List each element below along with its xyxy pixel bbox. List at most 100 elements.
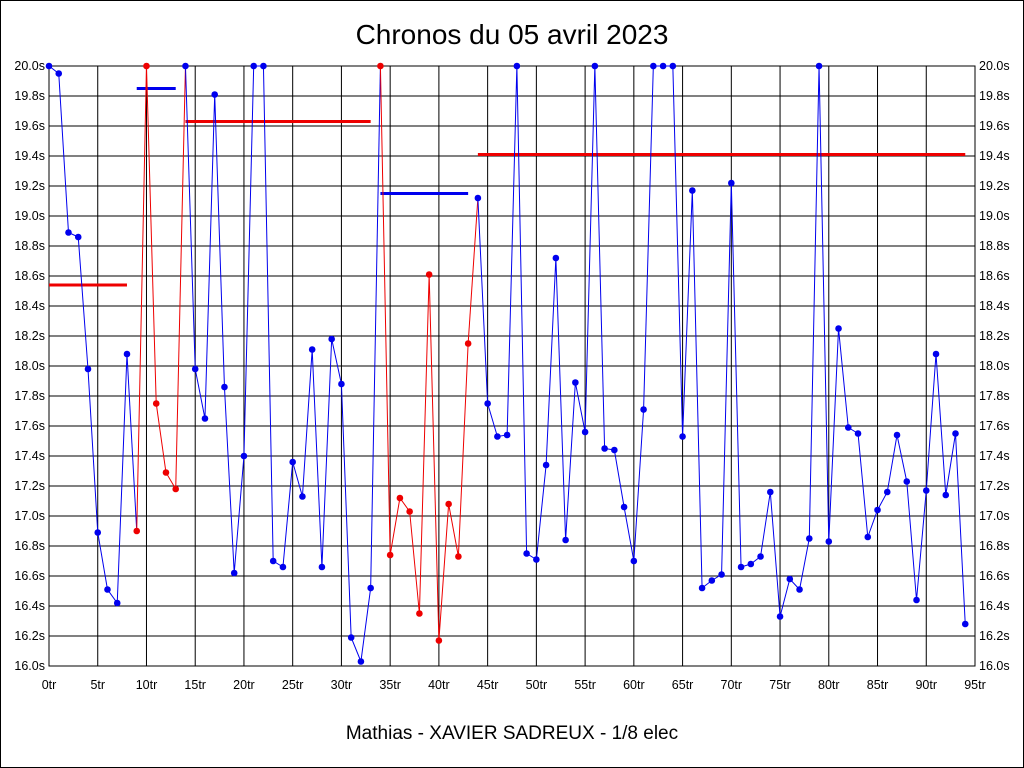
data-point	[581, 428, 589, 436]
data-point	[708, 577, 716, 584]
data-point	[435, 637, 443, 644]
y-tick-label-right: 17.0s	[979, 509, 1010, 523]
data-point	[893, 431, 901, 439]
data-point	[825, 538, 833, 545]
data-point	[913, 596, 920, 604]
y-tick-label-left: 18.2s	[14, 329, 45, 343]
data-point	[269, 557, 277, 565]
data-point	[572, 379, 579, 386]
x-tick-label: 35tr	[379, 678, 401, 692]
data-point	[767, 488, 774, 496]
data-point	[503, 431, 511, 439]
data-point	[377, 62, 384, 70]
x-tick-label: 40tr	[428, 678, 450, 692]
x-axis-label: Mathias - XAVIER SADREUX - 1/8 elec	[346, 723, 678, 744]
x-tick-label: 45tr	[477, 678, 499, 692]
data-point	[260, 62, 267, 70]
data-point	[201, 415, 209, 422]
tick-labels: 20.0s 20.0s 19.8s 19.8s 19.6s 19.6s 19.4s 19.4s…	[14, 59, 1009, 692]
data-point	[94, 529, 102, 536]
x-tick-label: 90tr	[915, 678, 937, 692]
data-point	[932, 350, 940, 358]
data-point	[425, 271, 433, 278]
data-point	[650, 62, 657, 70]
y-tick-label-right: 16.4s	[979, 599, 1010, 613]
y-tick-label-left: 17.0s	[14, 509, 45, 523]
y-tick-label-right: 17.6s	[979, 419, 1010, 433]
x-tick-label: 50tr	[526, 678, 548, 692]
y-tick-label-left: 18.8s	[14, 239, 45, 253]
data-point	[338, 380, 345, 388]
data-point	[328, 335, 335, 343]
plot-border	[48, 65, 976, 667]
data-point	[474, 194, 482, 202]
data-point	[386, 551, 394, 559]
series-connector	[370, 65, 381, 589]
series-line-blue	[48, 65, 128, 605]
data-point	[942, 491, 950, 499]
y-tick-label-right: 18.2s	[979, 329, 1010, 343]
data-point	[152, 400, 160, 407]
data-point	[796, 586, 803, 593]
x-tick-label: 25tr	[282, 678, 304, 692]
x-tick-label: 85tr	[867, 678, 889, 692]
chart-title: Chronos du 05 avril 2023	[356, 19, 669, 50]
data-point	[689, 187, 696, 194]
series-line-red	[136, 65, 177, 532]
data-point	[299, 493, 306, 500]
y-tick-label-right: 19.6s	[979, 119, 1010, 133]
series-connector	[126, 353, 138, 532]
y-tick-label-left: 16.6s	[14, 569, 45, 583]
data-point	[396, 494, 404, 502]
data-point	[757, 553, 764, 560]
data-point	[84, 365, 92, 373]
y-tick-label-left: 16.2s	[14, 629, 45, 643]
data-point	[464, 340, 472, 347]
data-point	[484, 400, 491, 407]
data-point	[182, 62, 189, 70]
data-point	[250, 62, 257, 70]
x-tick-label: 15tr	[184, 678, 206, 692]
data-point	[952, 430, 959, 437]
y-tick-label-left: 19.4s	[14, 149, 45, 163]
data-point	[318, 563, 326, 571]
data-point	[864, 533, 872, 541]
y-tick-label-left: 19.8s	[14, 89, 45, 103]
data-point	[221, 383, 228, 391]
data-point	[308, 346, 316, 353]
data-point	[630, 557, 638, 565]
data-point	[776, 613, 784, 620]
y-tick-label-right: 19.4s	[979, 149, 1010, 163]
data-point	[133, 527, 141, 535]
y-tick-label-left: 16.8s	[14, 539, 45, 553]
data-point	[611, 446, 618, 454]
x-tick-label: 55tr	[574, 678, 596, 692]
y-tick-label-left: 19.2s	[14, 179, 45, 193]
data-point	[55, 70, 63, 77]
y-tick-label-right: 20.0s	[979, 59, 1010, 73]
y-tick-label-left: 20.0s	[14, 59, 45, 73]
y-tick-label-right: 17.8s	[979, 389, 1010, 403]
x-tick-label: 95tr	[964, 678, 986, 692]
data-point	[74, 233, 82, 241]
x-tick-label: 75tr	[769, 678, 791, 692]
data-point	[357, 658, 365, 665]
x-tick-label: 80tr	[818, 678, 840, 692]
y-tick-label-right: 18.6s	[979, 269, 1010, 283]
y-tick-label-right: 16.2s	[979, 629, 1010, 643]
data-point	[815, 62, 823, 70]
data-point	[591, 62, 599, 70]
data-point	[659, 62, 667, 70]
data-point	[416, 610, 423, 617]
y-tick-label-right: 17.2s	[979, 479, 1010, 493]
data-point	[367, 584, 374, 592]
data-point	[123, 350, 131, 358]
data-point	[191, 365, 199, 373]
x-tick-label: 20tr	[233, 678, 255, 692]
y-tick-label-right: 18.0s	[979, 359, 1010, 373]
data-point	[718, 571, 725, 578]
x-tick-label: 0tr	[42, 678, 57, 692]
y-tick-label-left: 18.4s	[14, 299, 45, 313]
data-point	[601, 445, 608, 452]
